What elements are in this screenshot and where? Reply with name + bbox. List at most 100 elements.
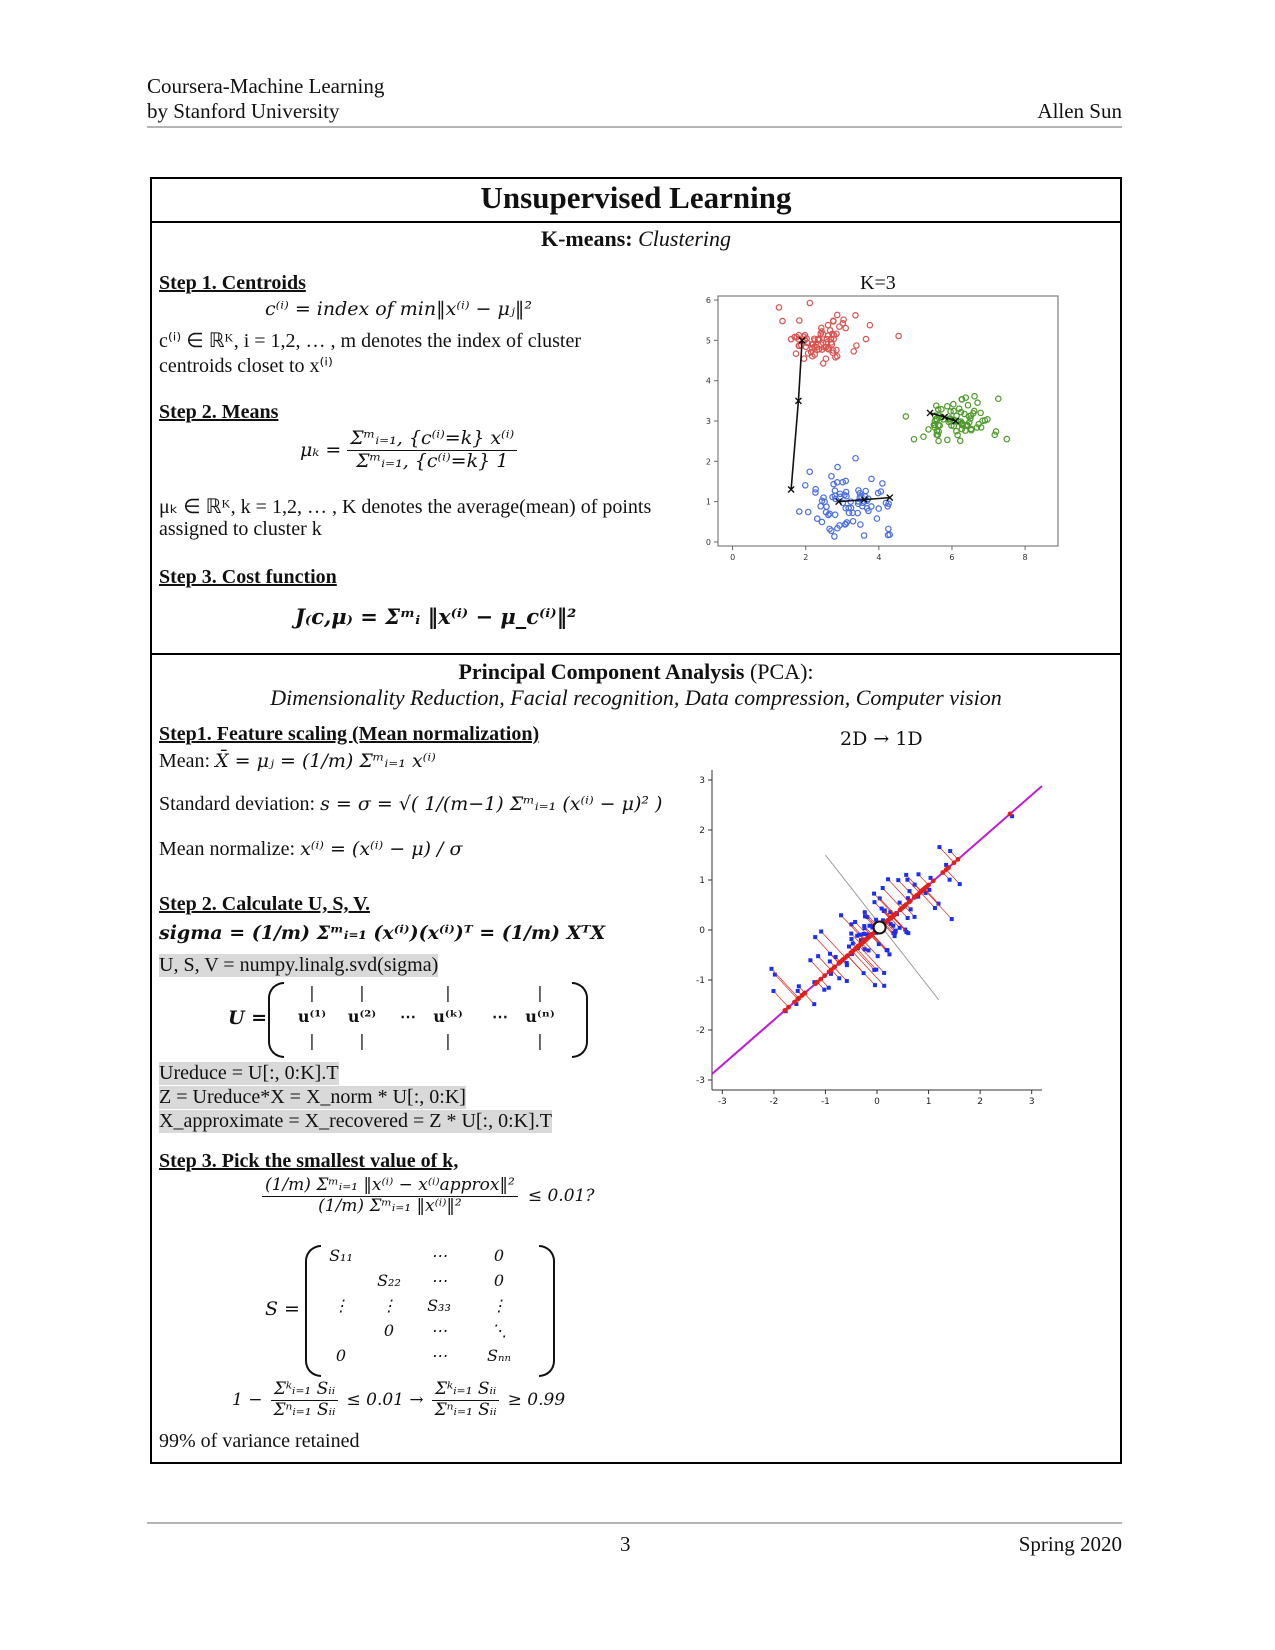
data-point [948,849,953,854]
cluster-2-point [992,428,1000,435]
pca-scatter-chart: -3 -2 -1 0 1 2 3 -3 -2 -1 0 1 2 3 [696,770,1043,1107]
cluster-2-point [938,406,945,413]
projection-line [939,846,955,864]
projection-line [814,936,840,964]
projection-line [833,967,848,982]
data-point [944,862,949,867]
s-matrix-cell: S₃₃ [427,1296,451,1315]
data-point [826,985,831,990]
section-divider [150,653,1122,655]
mean-point [872,920,887,935]
ineq-frac-left-den: Σⁿᵢ₌₁ Sᵢᵢ [273,1399,336,1420]
pca-sd-label: Standard deviation: [159,793,316,815]
projected-point [890,913,896,919]
data-point [923,890,928,895]
data-point [861,931,866,936]
cluster-2-point [956,437,964,445]
y-tick-label: 2 [699,826,705,836]
cluster-2-point [962,427,969,434]
data-point [872,967,877,972]
data-point [882,908,887,913]
x-tick-label: 8 [1023,553,1028,562]
s-matrix: S₁₁ ⋯ 0 S₂₂ ⋯ 0 ⋮ ⋮ S₃₃ ⋮ 0 ⋯ ⋱ 0 ⋯ Sₙₙ [305,1245,555,1377]
centroid-marker [952,417,960,425]
data-point [812,1002,817,1007]
cluster-2-point [955,405,963,412]
author-name: Allen Sun [1037,99,1122,123]
cluster-1-point [833,352,841,360]
cluster-2-point [981,417,989,424]
x-tick-label: 1 [926,1097,932,1107]
pca-sd-formula: s = σ = √( 1/(m−1) Σᵐᵢ₌₁ (x⁽ⁱ⁾ − μ)² ) [320,793,663,815]
means-fraction: Σᵐᵢ₌₁, {c⁽ⁱ⁾=k} x⁽ⁱ⁾ Σᵐᵢ₌₁, {c⁽ⁱ⁾=k} 1 [347,427,518,473]
means-numerator: Σᵐᵢ₌₁, {c⁽ⁱ⁾=k} x⁽ⁱ⁾ [347,427,518,451]
cluster-2-point [971,392,978,400]
projected-point [837,959,843,965]
u-column: | u⁽ⁿ⁾ | [525,983,555,1050]
data-point [888,921,893,926]
cluster-2-point [932,402,940,409]
pca-title-plain: (PCA): [749,659,814,684]
projected-point [885,918,891,924]
x-tick-label: -3 [718,1097,727,1107]
title-divider [150,221,1122,223]
pca-step3-heading: Step 3. Pick the smallest value of k, [159,1150,459,1172]
data-point [916,872,921,877]
kmeans-scatter-chart: 0 2 4 6 8 0 1 2 3 4 5 6 [706,295,1059,562]
term-label: Spring 2020 [1018,1532,1122,1556]
pca-norm-label: Mean normalize: [159,838,296,860]
cluster-2-point [965,419,973,426]
u-column: ⋯ [400,1007,416,1026]
cluster-2-point [950,407,958,415]
data-point [849,922,854,927]
pca-mean-formula: X̄ = μⱼ = (1/m) Σᵐᵢ₌₁ x⁽ⁱ⁾ [215,750,436,772]
y-tick-label: 4 [706,377,711,386]
data-point [844,978,849,983]
data-point [905,915,910,920]
kmeans-step2-desc1: μₖ ∈ ℝᴷ, k = 1,2, … , K denotes the aver… [159,496,652,518]
ineq-right: ≥ 0.99 [507,1390,566,1411]
projected-point [822,973,828,979]
projection-line [810,960,825,976]
data-point [828,971,833,976]
cluster-1-point [819,331,827,338]
cluster-3-point [806,468,814,476]
kmeans-chart-title: K=3 [860,272,896,294]
projected-point [786,1004,791,1010]
cluster-2-point [995,395,1002,403]
cluster-2-point [920,433,927,441]
data-point [896,878,901,883]
data-point [893,929,898,934]
x-tick-label: -2 [769,1097,778,1107]
data-point [769,966,774,971]
pca-title-bold: Principal Component Analysis [458,659,745,684]
data-point [844,963,849,968]
cluster-3-point [795,508,803,515]
pca-title: Principal Component Analysis (PCA): [150,659,1122,685]
cluster-3-point [831,487,839,494]
projection-line [945,869,960,885]
content-box [150,177,1122,1464]
data-point [880,886,885,891]
s-matrix-cell: ⋯ [431,1346,447,1365]
data-point [875,954,880,959]
cluster-3-point [854,500,862,508]
data-point [1010,814,1015,819]
cluster-1-point [775,304,783,311]
projection-line [924,888,939,904]
data-point [796,984,801,989]
cluster-3-point [875,505,882,512]
projection-line [852,951,885,987]
projection-line [863,941,878,957]
cluster-3-point [868,503,875,510]
page-title: Unsupervised Learning [480,180,792,215]
projection-line [774,974,798,1000]
data-point [884,947,889,952]
projected-point [801,991,807,996]
data-point [897,925,902,930]
cluster-2-point [944,436,951,444]
pca-sd-row: Standard deviation: s = σ = √( 1/(m−1) Σ… [159,793,662,816]
data-point [816,954,821,959]
cluster-1-point [819,360,827,367]
cluster-2-point [1003,435,1011,443]
